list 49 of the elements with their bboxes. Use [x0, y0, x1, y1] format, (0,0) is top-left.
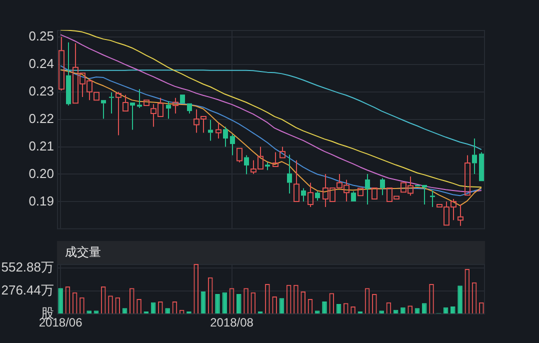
candlestick	[244, 154, 249, 175]
candlestick	[58, 36, 64, 91]
candlestick	[172, 97, 178, 114]
candlestick	[472, 138, 477, 174]
y-tick-label: 0.23	[28, 83, 54, 98]
candlestick	[109, 92, 114, 114]
candlestick	[101, 100, 106, 120]
candlestick	[66, 42, 71, 106]
candlestick	[122, 94, 128, 112]
candlestick	[464, 154, 470, 196]
bar	[458, 286, 462, 314]
y-tick-label: 0.19	[28, 193, 54, 208]
y-tick-label: 0.22	[28, 110, 54, 126]
candlestick	[137, 88, 142, 109]
chart-title: 成交量	[57, 241, 485, 264]
bar	[222, 292, 228, 314]
candlestick	[294, 160, 300, 202]
candlestick	[458, 204, 464, 226]
candlestick	[166, 100, 171, 120]
candlestick	[187, 103, 192, 114]
candlestick	[208, 119, 213, 142]
y-tick-label: 0.25	[28, 28, 54, 44]
candlestick	[380, 178, 385, 196]
y-tick-label: 276.44万	[1, 282, 54, 298]
candlestick	[315, 190, 320, 202]
candlestick	[223, 126, 228, 148]
y-tick-label: 552.88万	[1, 260, 54, 275]
candlestick	[365, 173, 370, 205]
candlestick	[430, 190, 435, 208]
candlestick	[216, 122, 222, 140]
candlestick	[301, 188, 306, 202]
bar	[422, 303, 427, 314]
candlestick	[308, 182, 314, 208]
candlestick	[130, 102, 135, 130]
candlestick	[265, 162, 270, 171]
candlestick	[272, 152, 278, 168]
bar	[215, 294, 220, 314]
bar	[322, 302, 327, 314]
y-tick-label: 0.21	[28, 138, 54, 154]
candlestick	[116, 91, 122, 136]
x-tick-label: 2018/08	[210, 316, 254, 330]
y-tick-label: 0.20	[28, 166, 54, 181]
y-tick-label: 0.24	[28, 56, 54, 71]
bar	[279, 298, 284, 314]
bar	[58, 288, 63, 314]
candlestick	[230, 134, 235, 156]
bar	[236, 294, 242, 314]
candlestick	[422, 184, 427, 205]
candlestick	[287, 154, 292, 194]
